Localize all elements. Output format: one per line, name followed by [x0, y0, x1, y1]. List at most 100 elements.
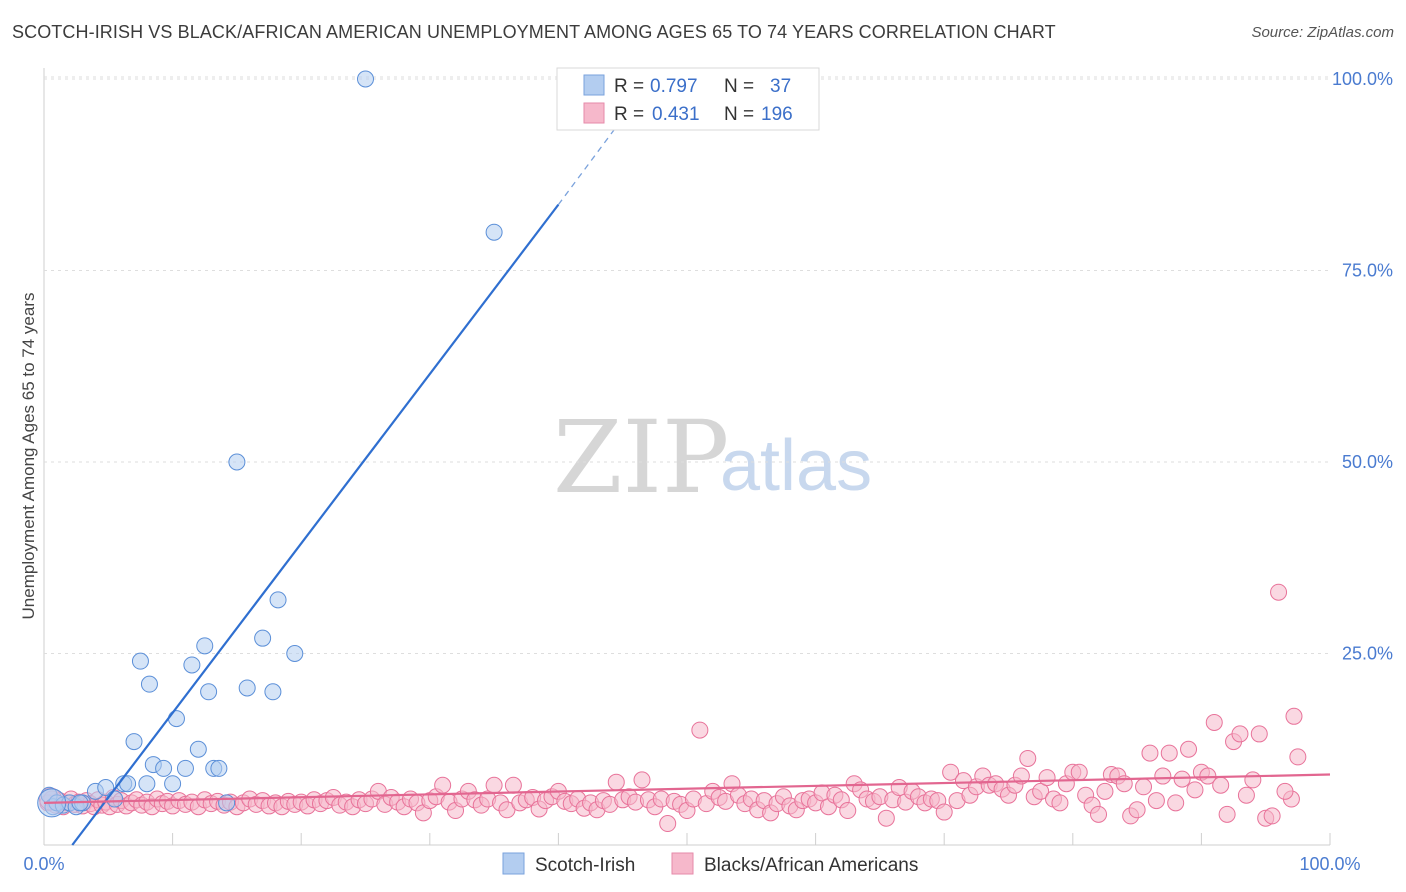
- scotch-irish-point-17: [155, 759, 173, 777]
- legend-r-value-2: 0.431: [652, 104, 700, 125]
- series-blacks-african-americans: [38, 583, 1307, 833]
- scotch-irish-point-13: [131, 652, 149, 670]
- scotch-irish-point-18: [164, 775, 182, 793]
- scotch-irish-point-14: [138, 775, 156, 793]
- scotch-irish-point-32: [269, 591, 287, 609]
- blacks-point-181: [1141, 744, 1159, 762]
- scotch-irish-point-35: [485, 223, 503, 241]
- blacks-point-170: [1070, 763, 1088, 781]
- bottom-legend-label-scotch-irish: Scotch-Irish: [535, 855, 635, 876]
- watermark-zip: ZIP: [553, 399, 729, 516]
- scotch-irish-point-19: [167, 710, 185, 728]
- y-tick-label-25: 25.0%: [1342, 644, 1393, 664]
- legend-swatch-blue: [583, 74, 605, 96]
- watermark-atlas: atlas: [720, 426, 872, 506]
- legend-n-value-1: 37: [770, 76, 791, 97]
- legend-swatch-pink: [583, 102, 605, 124]
- blacks-point-134: [839, 802, 857, 820]
- blacks-point-187: [1180, 740, 1198, 758]
- scotch-irish-point-30: [254, 629, 272, 647]
- blacks-point-191: [1205, 713, 1223, 731]
- series-scotch-irish: [37, 70, 503, 818]
- blacks-point-161: [1012, 767, 1030, 785]
- blacks-point-180: [1135, 778, 1153, 796]
- x-tick-label-max: 100.0%: [1299, 854, 1360, 874]
- bottom-legend: Scotch-Irish Blacks/African Americans: [502, 852, 918, 876]
- blacks-point-140: [877, 809, 895, 827]
- trend-line-scotch-irish: [71, 203, 560, 846]
- blacks-point-111: [691, 721, 709, 739]
- trend-lines: [43, 109, 1331, 846]
- legend-r-label-1: R =: [614, 76, 644, 97]
- blacks-point-185: [1167, 794, 1185, 812]
- blacks-point-167: [1051, 794, 1069, 812]
- bottom-legend-swatch-blue: [502, 852, 525, 875]
- x-ticks: [172, 833, 1331, 845]
- y-tick-label-100: 100.0%: [1332, 69, 1393, 89]
- bottom-legend-swatch-pink: [671, 852, 694, 875]
- blacks-point-186: [1173, 770, 1191, 788]
- blacks-point-71: [434, 776, 452, 794]
- blacks-extra-point-3: [1285, 707, 1303, 725]
- scotch-irish-point-34: [357, 70, 374, 88]
- scotch-irish-point-27: [218, 794, 236, 812]
- blacks-point-149: [935, 803, 953, 821]
- blacks-point-79: [485, 776, 503, 794]
- stats-legend: R = 0.797 N = 37 R = 0.431 N = 196: [556, 67, 820, 131]
- blacks-point-150: [942, 763, 960, 781]
- legend-r-label-2: R =: [614, 104, 644, 125]
- blacks-point-82: [504, 776, 522, 794]
- blacks-point-188: [1186, 781, 1204, 799]
- scotch-irish-point-22: [189, 740, 207, 758]
- scotch-irish-point-9: [106, 790, 124, 808]
- blacks-point-198: [1250, 725, 1268, 743]
- scotch-irish-point-8: [97, 779, 115, 797]
- blacks-point-106: [659, 815, 677, 833]
- trend-line-blacks: [43, 773, 1331, 804]
- source-label: Source: ZipAtlas.com: [1251, 24, 1394, 41]
- blacks-point-197: [1244, 771, 1262, 789]
- blacks-point-174: [1096, 782, 1114, 800]
- blacks-point-192: [1212, 776, 1230, 794]
- blacks-point-162: [1019, 749, 1037, 767]
- blacks-point-182: [1147, 792, 1165, 810]
- blacks-point-164: [1032, 782, 1050, 800]
- blacks-point-102: [633, 771, 651, 789]
- blacks-extra-point-5: [1276, 782, 1294, 800]
- blacks-point-165: [1038, 769, 1056, 787]
- legend-n-value-2: 196: [761, 104, 793, 125]
- legend-n-label-2: N =: [724, 104, 754, 125]
- y-axis-title: Unemployment Among Ages 65 to 74 years: [19, 293, 38, 620]
- scotch-irish-point-33: [286, 645, 304, 662]
- scotch-irish-point-21: [183, 656, 201, 674]
- legend-n-label-1: N =: [724, 76, 754, 97]
- scotch-irish-point-29: [238, 679, 256, 697]
- scotch-irish-point-26: [210, 759, 228, 777]
- scotch-irish-point-23: [196, 637, 214, 655]
- chart-title: SCOTCH-IRISH VS BLACK/AFRICAN AMERICAN U…: [12, 22, 1056, 42]
- blacks-extra-point-2: [1289, 748, 1307, 766]
- blacks-extra-point-0: [1270, 583, 1288, 601]
- y-tick-labels: 25.0% 50.0% 75.0% 100.0%: [1332, 69, 1393, 664]
- blacks-point-196: [1237, 786, 1255, 804]
- blacks-point-195: [1231, 725, 1249, 743]
- legend-r-value-1: 0.797: [650, 76, 698, 97]
- x-tick-label-min: 0.0%: [23, 854, 64, 874]
- scotch-irish-point-24: [200, 683, 218, 701]
- gridlines: [44, 76, 1330, 654]
- blacks-point-183: [1154, 767, 1172, 785]
- trend-line-scotch-irish-extension: [557, 109, 630, 206]
- blacks-point-179: [1128, 801, 1146, 819]
- scotch-irish-point-28: [228, 453, 246, 471]
- blacks-point-98: [607, 773, 625, 791]
- y-tick-label-50: 50.0%: [1342, 452, 1393, 472]
- bottom-legend-label-blacks: Blacks/African Americans: [704, 855, 918, 876]
- blacks-point-173: [1090, 805, 1108, 823]
- y-tick-label-75: 75.0%: [1342, 261, 1393, 281]
- blacks-point-184: [1160, 744, 1178, 762]
- scotch-irish-point-20: [176, 759, 194, 777]
- scotch-irish-point-31: [264, 683, 282, 701]
- blacks-point-193: [1218, 805, 1236, 823]
- blacks-extra-point-4: [1263, 807, 1281, 825]
